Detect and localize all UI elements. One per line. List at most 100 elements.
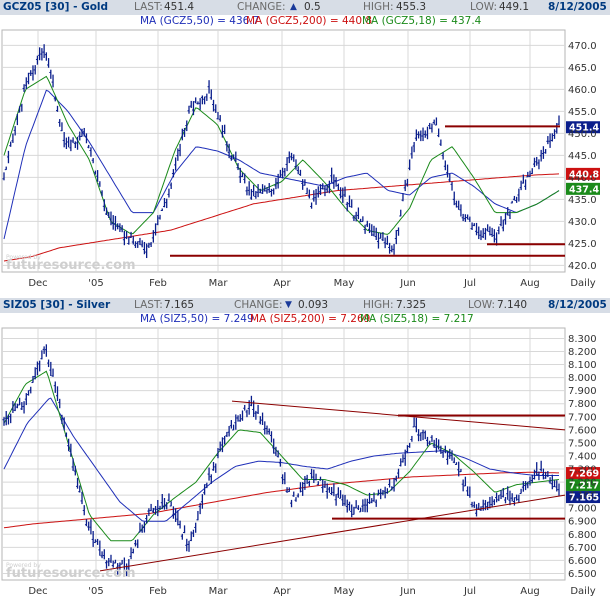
gold-x-tick-label: Mar — [209, 278, 229, 289]
silver-x-tick-label: Daily — [570, 586, 595, 597]
gold-last-label: LAST: — [134, 1, 163, 13]
silver-ma200-line — [3, 471, 559, 529]
silver-x-tick-label: Aug — [520, 586, 540, 597]
silver-y-tick-label: 8.100 — [568, 360, 597, 371]
silver-last-tag — [566, 491, 600, 504]
gold-last-value: 451.4 — [164, 1, 195, 13]
silver-x-tick-label: Jul — [463, 586, 476, 597]
silver-ma18-legend: MA (SIZ5,18) = 7.217 — [360, 313, 474, 325]
silver-y-tick-label: 6.900 — [568, 517, 597, 528]
silver-y-tick-label: 8.200 — [568, 347, 597, 358]
silver-y-tick-label: 8.300 — [568, 334, 597, 345]
gold-date: 8/12/2005 — [548, 1, 607, 13]
gold-ma18-tag-text: 437.4 — [569, 184, 599, 195]
gold-chart-group — [1, 29, 600, 273]
silver-y-tick-label: 7.400 — [568, 451, 597, 462]
silver-x-tick-label: Jun — [399, 586, 416, 597]
silver-chart-group — [1, 327, 600, 581]
gold-x-tick-label: May — [334, 278, 355, 289]
gold-x-tick-label: '05 — [88, 278, 103, 289]
silver-y-tick-label: 7.000 — [568, 504, 597, 515]
silver-ma200-tag — [566, 467, 600, 480]
down-arrow-icon: ▼ — [285, 300, 292, 310]
gold-y-tick-label: 440.0 — [568, 173, 597, 184]
gold-x-tick-label: Jun — [399, 278, 416, 289]
gold-y-tick-label: 425.0 — [568, 239, 597, 250]
gold-y-tick-label: 455.0 — [568, 107, 597, 118]
silver-last-label: LAST: — [134, 299, 163, 311]
silver-date: 8/12/2005 — [548, 299, 607, 311]
gold-x-tick-label: Aug — [520, 278, 540, 289]
gold-last-tag-text: 451.4 — [569, 123, 599, 134]
gold-header-bar: GCZ05 [30] - Gold LAST: 451.4 CHANGE: ▲ … — [0, 0, 610, 15]
silver-y-tick-label: 7.100 — [568, 491, 597, 502]
silver-change-label: CHANGE: — [234, 299, 283, 311]
silver-y-tick-label: 6.600 — [568, 556, 597, 567]
silver-y-tick-label: 6.800 — [568, 530, 597, 541]
silver-ma18-tag — [566, 479, 600, 492]
gold-x-tick-label: Apr — [273, 278, 291, 289]
silver-y-tick-label: 7.300 — [568, 465, 597, 476]
silver-y-tick-label: 7.500 — [568, 438, 597, 449]
gold-ma200-tag — [566, 167, 600, 180]
silver-change-value: 0.093 — [298, 299, 329, 311]
gold-y-tick-label: 435.0 — [568, 195, 597, 206]
gold-y-tick-label: 470.0 — [568, 41, 597, 52]
gold-y-tick-label: 465.0 — [568, 63, 597, 74]
silver-ma50-line — [3, 397, 559, 522]
gold-watermark-small: Powered by — [6, 254, 41, 261]
silver-y-tick-label: 7.700 — [568, 412, 597, 423]
gold-x-tick-label: Dec — [28, 278, 47, 289]
silver-trend-line — [99, 494, 566, 572]
gold-change-label: CHANGE: — [237, 1, 286, 13]
gold-y-tick-label: 445.0 — [568, 151, 597, 162]
silver-high-label: HIGH: — [363, 299, 394, 311]
gold-ma18-legend: MA (GCZ5,18) = 437.4 — [362, 15, 482, 27]
up-arrow-icon: ▲ — [290, 2, 297, 12]
gold-x-tick-label: Daily — [570, 278, 595, 289]
silver-high-value: 7.325 — [396, 299, 427, 311]
silver-last-tag-text: 7.165 — [569, 493, 599, 504]
gold-ma50-legend: MA (GCZ5,50) = 436.7 — [140, 15, 260, 27]
silver-ma200-tag-text: 7.269 — [569, 469, 599, 480]
gold-ma200-tag-text: 440.8 — [569, 169, 599, 180]
silver-x-tick-label: Apr — [273, 586, 291, 597]
gold-high-label: HIGH: — [363, 1, 394, 13]
silver-x-tick-label: Mar — [209, 586, 229, 597]
gold-high-value: 455.3 — [396, 1, 427, 13]
silver-trend-line — [231, 400, 566, 431]
gold-ma50-line — [3, 89, 560, 240]
gold-ma18-tag — [566, 182, 600, 195]
silver-x-tick-label: Dec — [28, 586, 47, 597]
gold-watermark: futuresource.com — [6, 258, 136, 273]
silver-low-value: 7.140 — [497, 299, 528, 311]
silver-last-value: 7.165 — [164, 299, 195, 311]
silver-title: SIZ05 [30] - Silver — [3, 299, 111, 311]
silver-ma200-legend: MA (SIZ5,200) = 7.269 — [250, 313, 371, 325]
silver-y-tick-label: 6.700 — [568, 543, 597, 554]
silver-y-tick-label: 7.200 — [568, 478, 597, 489]
gold-low-label: LOW: — [470, 1, 498, 13]
gold-ma200-legend: MA (GCZ5,200) = 440.8 — [246, 15, 373, 27]
silver-watermark-small: Powered by — [6, 562, 41, 569]
gold-change-value: 0.5 — [304, 1, 321, 13]
silver-y-tick-label: 7.900 — [568, 386, 597, 397]
gold-last-tag — [566, 121, 600, 134]
gold-title: GCZ05 [30] - Gold — [3, 1, 109, 13]
silver-x-tick-label: May — [334, 586, 355, 597]
silver-x-tick-label: '05 — [88, 586, 103, 597]
silver-ma-legend: MA (SIZ5,50) = 7.249 MA (SIZ5,200) = 7.2… — [0, 313, 610, 326]
silver-ma50-legend: MA (SIZ5,50) = 7.249 — [140, 313, 254, 325]
gold-low-value: 449.1 — [499, 1, 530, 13]
gold-y-tick-label: 420.0 — [568, 261, 597, 272]
gold-x-tick-label: Jul — [463, 278, 476, 289]
gold-y-tick-label: 450.0 — [568, 129, 597, 140]
gold-ma-legend: MA (GCZ5,50) = 436.7 MA (GCZ5,200) = 440… — [0, 15, 610, 28]
silver-watermark: futuresource.com — [6, 566, 136, 581]
silver-low-label: LOW: — [468, 299, 496, 311]
silver-y-tick-label: 7.800 — [568, 399, 597, 410]
silver-y-tick-label: 6.500 — [568, 569, 597, 580]
silver-x-tick-label: Feb — [149, 586, 167, 597]
gold-ma18-line — [3, 75, 560, 235]
